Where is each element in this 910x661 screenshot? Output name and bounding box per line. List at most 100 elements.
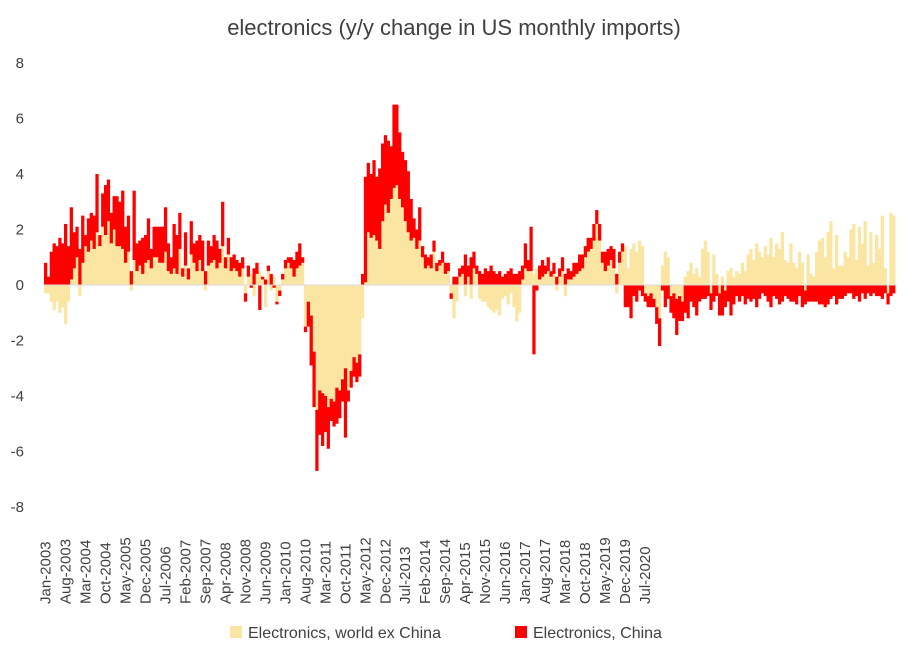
x-tick-label: Mar-2018 bbox=[557, 540, 574, 604]
bar-world-ex-china bbox=[540, 276, 545, 285]
bar-china bbox=[212, 235, 216, 261]
bar-china bbox=[486, 271, 490, 285]
bar-world-ex-china bbox=[309, 285, 313, 316]
bar-world-ex-china bbox=[560, 271, 565, 285]
bar-world-ex-china bbox=[161, 262, 165, 285]
y-tick-label: -4 bbox=[11, 388, 24, 405]
bar-china bbox=[369, 174, 373, 238]
bar-china bbox=[78, 248, 82, 285]
bar-china bbox=[106, 179, 111, 222]
bar-china bbox=[295, 251, 299, 269]
bar-china bbox=[109, 212, 113, 244]
bar-world-ex-china bbox=[655, 285, 659, 308]
bar-world-ex-china bbox=[700, 248, 705, 285]
bar-china bbox=[563, 273, 567, 285]
bar-world-ex-china bbox=[720, 276, 725, 285]
bar-world-ex-china bbox=[600, 262, 605, 285]
bar-world-ex-china bbox=[635, 251, 639, 285]
bar-china bbox=[163, 207, 168, 252]
y-tick-label: -6 bbox=[11, 444, 24, 461]
bar-china bbox=[301, 257, 305, 263]
bar-china bbox=[780, 285, 785, 302]
bar-china bbox=[255, 262, 259, 274]
bar-world-ex-china bbox=[515, 285, 519, 322]
bar-china bbox=[538, 265, 542, 280]
bar-china bbox=[715, 285, 719, 297]
bar-china bbox=[443, 262, 448, 274]
bar-china bbox=[435, 262, 439, 272]
bar-world-ex-china bbox=[289, 268, 293, 285]
bar-china bbox=[806, 285, 810, 302]
bar-world-ex-china bbox=[506, 285, 510, 305]
bar-china bbox=[672, 293, 676, 319]
bar-world-ex-china bbox=[349, 285, 353, 372]
bar-world-ex-china bbox=[483, 285, 488, 302]
bar-china bbox=[740, 285, 745, 297]
x-tick-label: Oct-2011 bbox=[337, 543, 354, 604]
bar-china bbox=[749, 285, 753, 302]
bar-china bbox=[98, 235, 102, 247]
bar-world-ex-china bbox=[372, 235, 376, 285]
bar-world-ex-china bbox=[403, 221, 408, 285]
bar-world-ex-china bbox=[98, 246, 102, 285]
bar-world-ex-china bbox=[103, 235, 108, 285]
bar-world-ex-china bbox=[175, 273, 179, 285]
legend-label-china: Electronics, China bbox=[533, 625, 662, 642]
bar-world-ex-china bbox=[49, 285, 53, 302]
bar-world-ex-china bbox=[795, 268, 799, 285]
bar-world-ex-china bbox=[101, 226, 105, 285]
bar-world-ex-china bbox=[223, 268, 228, 285]
x-tick-label: Mar-2004 bbox=[77, 540, 94, 604]
bar-china bbox=[620, 243, 625, 252]
bar-china bbox=[286, 257, 290, 263]
bar-china bbox=[229, 257, 233, 272]
bar-china bbox=[500, 276, 505, 285]
bar-china bbox=[329, 398, 333, 421]
bar-china bbox=[429, 254, 433, 269]
bar-world-ex-china bbox=[863, 221, 867, 285]
bar-china bbox=[398, 132, 402, 199]
bar-world-ex-china bbox=[535, 268, 539, 285]
bar-world-ex-china bbox=[832, 268, 836, 285]
bar-world-ex-china bbox=[360, 285, 365, 319]
bar-china bbox=[518, 271, 522, 285]
bar-world-ex-china bbox=[178, 248, 182, 285]
bar-china bbox=[697, 285, 702, 302]
bar-china bbox=[186, 268, 191, 280]
bar-world-ex-china bbox=[657, 285, 662, 319]
bar-world-ex-china bbox=[666, 257, 670, 285]
bar-world-ex-china bbox=[149, 268, 153, 285]
bar-china bbox=[272, 285, 276, 288]
bar-world-ex-china bbox=[683, 276, 687, 285]
bar-china bbox=[869, 285, 873, 297]
bar-china bbox=[349, 371, 353, 388]
bar-china bbox=[720, 285, 725, 316]
bar-world-ex-china bbox=[312, 285, 316, 352]
bar-world-ex-china bbox=[732, 276, 736, 285]
bar-china bbox=[686, 285, 690, 319]
bar-china bbox=[318, 390, 322, 435]
bar-china bbox=[226, 237, 231, 255]
bar-world-ex-china bbox=[606, 265, 610, 285]
bar-world-ex-china bbox=[792, 262, 796, 285]
bar-china bbox=[241, 257, 245, 269]
bar-world-ex-china bbox=[566, 279, 570, 285]
bar-world-ex-china bbox=[83, 246, 88, 285]
bar-china bbox=[472, 251, 476, 269]
x-tick-label: Aug-2003 bbox=[57, 539, 74, 604]
bar-china bbox=[475, 265, 479, 274]
x-tick-label: May-2019 bbox=[597, 537, 614, 604]
bar-world-ex-china bbox=[629, 248, 633, 285]
bar-world-ex-china bbox=[81, 262, 85, 285]
bar-china bbox=[666, 285, 670, 299]
bar-world-ex-china bbox=[706, 251, 710, 285]
bar-world-ex-china bbox=[569, 279, 573, 285]
bar-china bbox=[340, 379, 345, 402]
bar-world-ex-china bbox=[755, 243, 759, 285]
bar-china bbox=[292, 260, 296, 277]
bar-world-ex-china bbox=[877, 248, 882, 285]
bar-world-ex-china bbox=[183, 265, 188, 285]
bar-world-ex-china bbox=[769, 237, 773, 285]
bar-china bbox=[743, 285, 747, 305]
